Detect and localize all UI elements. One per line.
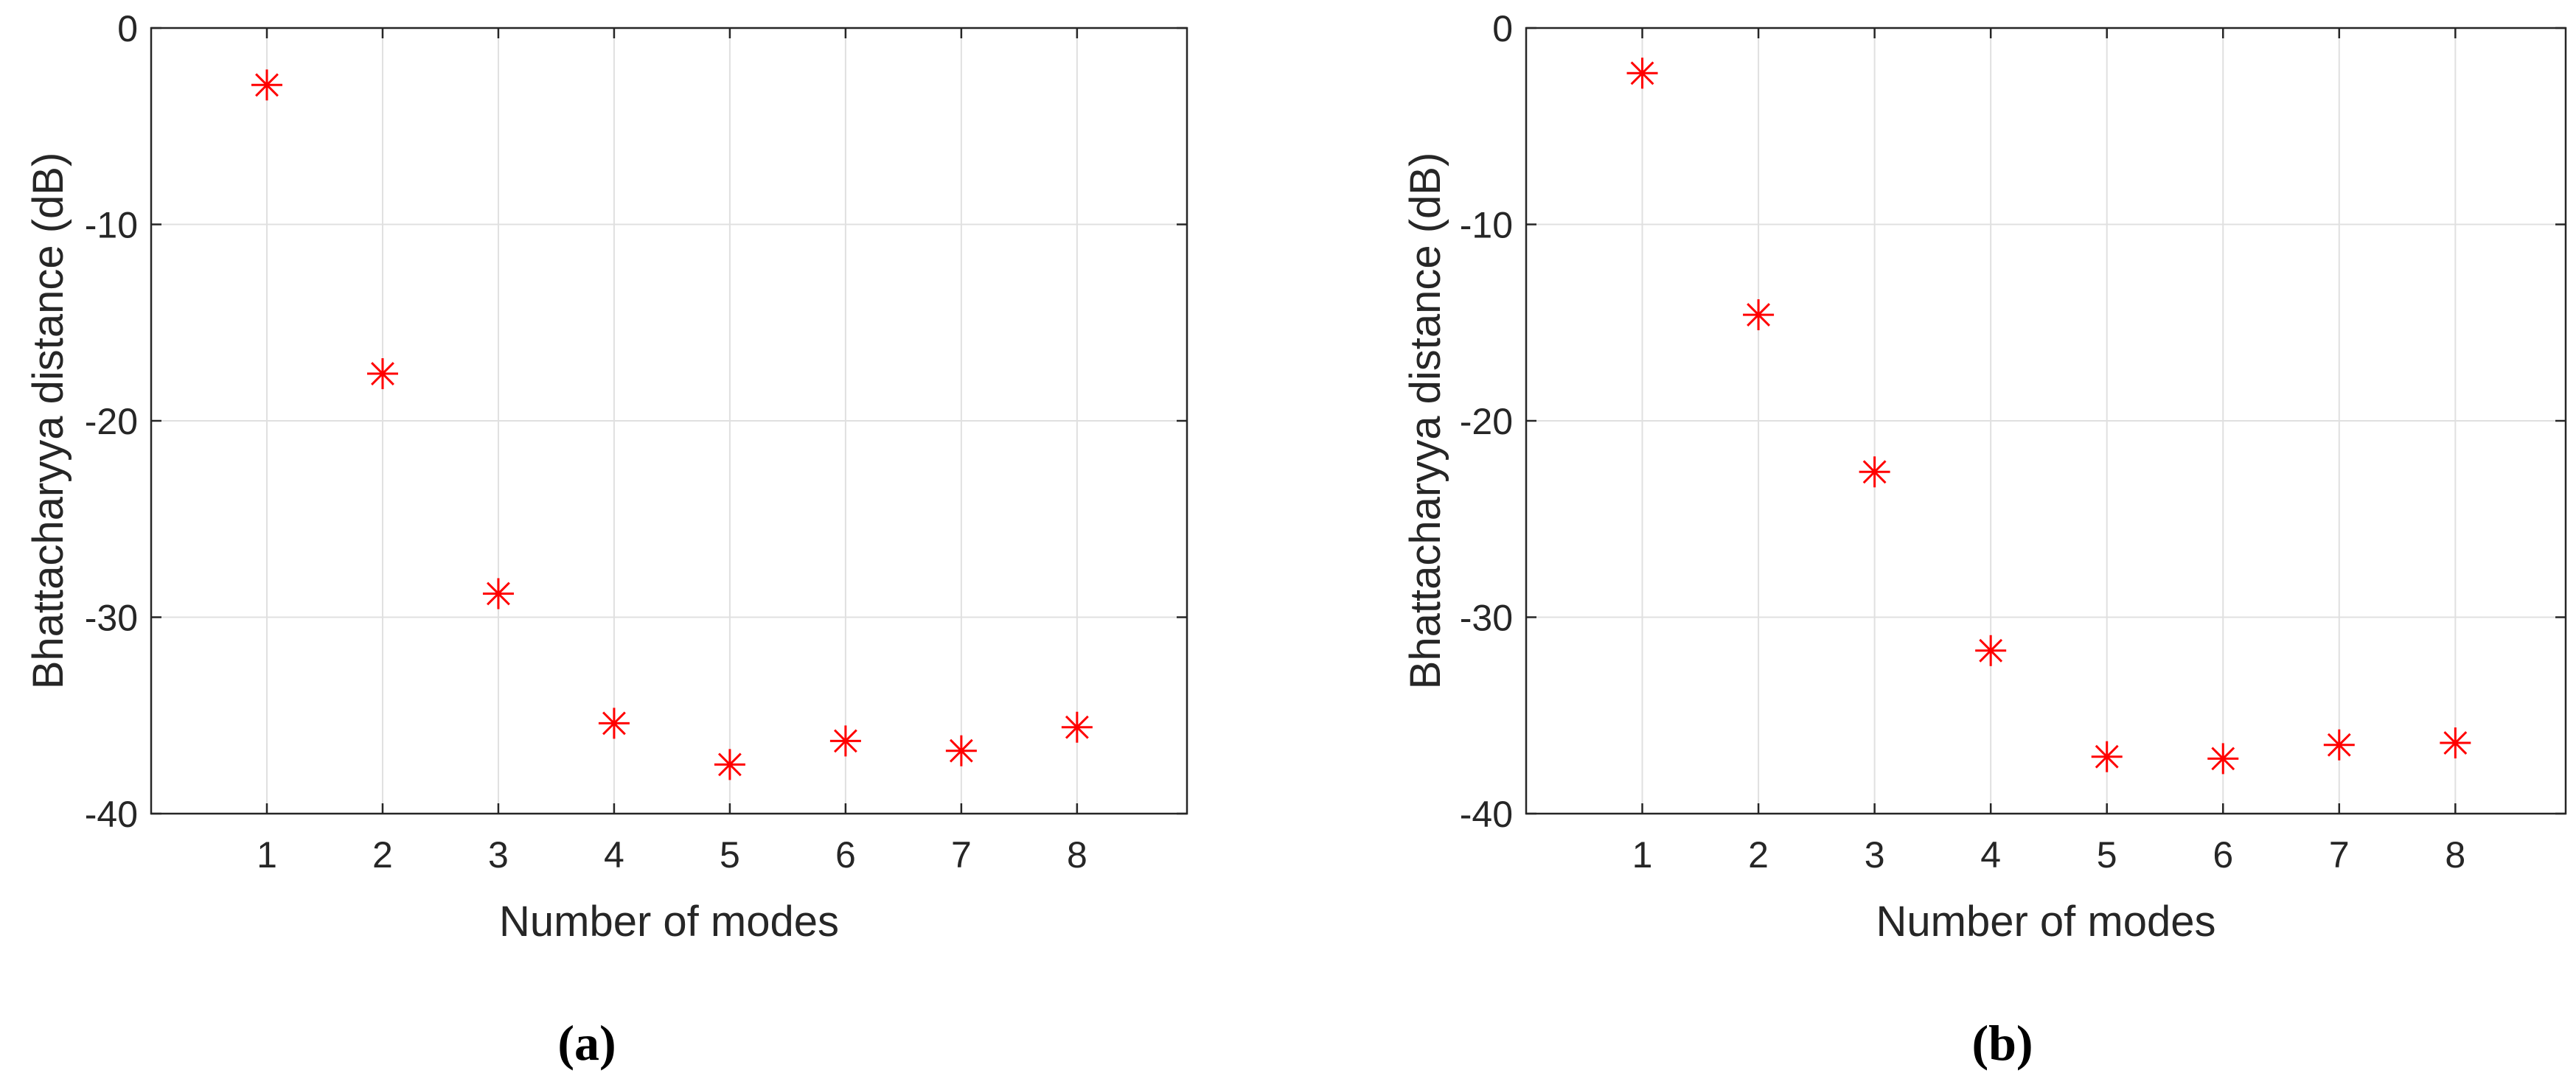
x-tick-label: 5 (720, 834, 740, 876)
y-tick-label: -30 (85, 598, 138, 639)
data-point (714, 749, 745, 780)
x-tick-label: 2 (372, 834, 393, 876)
y-tick-label: -10 (85, 205, 138, 246)
data-point (482, 578, 514, 609)
x-tick-label: 2 (1748, 834, 1769, 876)
data-point (2207, 743, 2239, 775)
data-point (1975, 635, 2007, 666)
data-point (1626, 57, 1658, 89)
x-tick-label: 3 (1865, 834, 1885, 876)
x-tick-label: 1 (1632, 834, 1653, 876)
y-axis-label: Bhattacharyya distance (dB) (24, 153, 72, 690)
x-tick-label: 6 (2213, 834, 2233, 876)
data-point (829, 725, 861, 757)
data-point (2091, 741, 2123, 772)
x-tick-label: 6 (835, 834, 856, 876)
data-point (2440, 727, 2471, 759)
data-point (598, 708, 630, 739)
y-tick-label: -40 (85, 794, 138, 835)
y-tick-label: -40 (1460, 794, 1513, 835)
panel-label: (a) (557, 1015, 616, 1071)
x-tick-label: 4 (1980, 834, 2001, 876)
data-point (2323, 729, 2355, 761)
x-tick-label: 8 (1067, 834, 1087, 876)
panel-label: (b) (1971, 1015, 2033, 1071)
data-point (366, 358, 398, 390)
data-point (251, 69, 282, 101)
x-axis-label: Number of modes (1876, 898, 2216, 946)
x-tick-label: 1 (257, 834, 277, 876)
data-point (1743, 299, 1775, 331)
x-tick-label: 5 (2097, 834, 2117, 876)
data-point (1859, 456, 1890, 488)
x-tick-label: 7 (2329, 834, 2350, 876)
x-tick-label: 8 (2445, 834, 2465, 876)
y-tick-label: -30 (1460, 598, 1513, 639)
y-tick-label: -20 (85, 401, 138, 442)
chart-panel-2: 1 2 3 4 5 6 7 8 0 -10 -20 -30 -40 Number of modes Bhat… (1402, 8, 2567, 1071)
y-tick-label: -10 (1460, 205, 1513, 246)
y-tick-label: 0 (1492, 8, 1513, 49)
x-axis-label: Number of modes (499, 898, 839, 946)
data-point (945, 735, 977, 766)
x-tick-label: 7 (951, 834, 972, 876)
x-tick-label: 4 (604, 834, 624, 876)
chart-panel-1: 1 2 3 4 5 6 7 8 0 -10 -20 -30 -40 Number of modes Bhat… (24, 8, 1188, 1071)
y-tick-label: -20 (1460, 401, 1513, 442)
y-axis-label: Bhattacharyya distance (dB) (1402, 153, 1449, 690)
y-tick-label: 0 (117, 8, 138, 49)
x-tick-label: 3 (488, 834, 509, 876)
data-point (1061, 711, 1093, 743)
